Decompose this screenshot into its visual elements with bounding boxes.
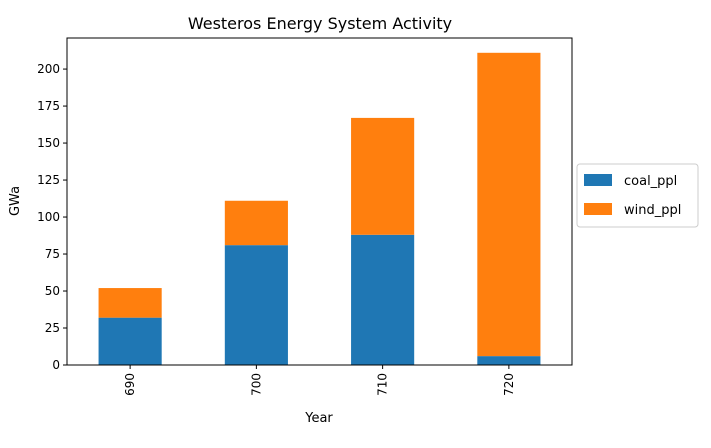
y-tick-label: 200 [37, 62, 60, 76]
legend-label-coal_ppl: coal_ppl [624, 174, 677, 189]
x-axis: 690 700 710 720 [123, 365, 516, 396]
y-tick-label: 175 [37, 99, 60, 113]
bar-coal_ppl-720 [477, 356, 541, 365]
legend: coal_ppl wind_ppl [576, 163, 699, 228]
y-tick-label: 75 [45, 247, 60, 261]
bars-layer [98, 52, 541, 365]
x-axis-label: Year [304, 411, 333, 426]
bar-coal_ppl-690 [98, 317, 162, 365]
bar-wind_ppl-700 [224, 200, 288, 246]
legend-swatch-coal_ppl [584, 174, 612, 186]
y-tick-label: 125 [37, 173, 60, 187]
y-axis: 0 25 50 75 100 125 150 175 200 [37, 62, 67, 372]
bar-wind_ppl-690 [98, 288, 162, 318]
legend-label-wind_ppl: wind_ppl [624, 203, 681, 218]
y-tick-label: 50 [45, 284, 60, 298]
legend-swatch-wind_ppl [584, 203, 612, 215]
y-tick-label: 150 [37, 136, 60, 150]
y-tick-label: 25 [45, 321, 60, 335]
x-tick-label: 700 [249, 373, 263, 396]
y-axis-label: GWa [8, 186, 23, 216]
chart-title: Westeros Energy System Activity [188, 14, 452, 33]
x-tick-label: 690 [123, 373, 137, 396]
plot-frame [66, 37, 573, 366]
bar-coal_ppl-710 [351, 234, 415, 365]
bar-wind_ppl-720 [477, 52, 541, 357]
x-tick-label: 720 [502, 373, 516, 396]
y-tick-label: 100 [37, 210, 60, 224]
x-tick-label: 710 [376, 373, 390, 396]
bar-wind_ppl-710 [351, 117, 415, 235]
y-tick-label: 0 [52, 358, 60, 372]
bar-coal_ppl-700 [224, 245, 288, 365]
